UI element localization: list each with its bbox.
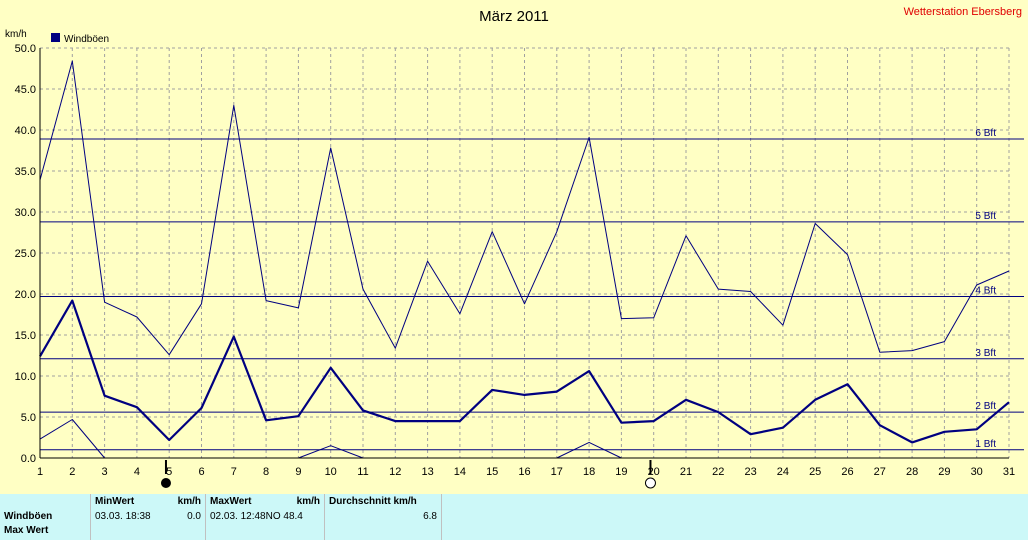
y-tick-label: 15.0 <box>15 330 36 342</box>
x-tick-label: 15 <box>486 466 498 478</box>
reference-label: 4 Bft <box>975 285 996 296</box>
chart-title: März 2011 <box>479 8 549 25</box>
max-header: MaxWert <box>210 496 252 508</box>
grid <box>39 47 1010 459</box>
legend-label: Windböen <box>64 34 109 45</box>
avg-value: 6.8 <box>324 509 442 525</box>
y-tick-label: 45.0 <box>15 84 36 96</box>
max-unit-header: km/h <box>296 496 320 508</box>
x-tick-label: 11 <box>357 466 368 478</box>
wind-chart: März 2011 km/h Windböen 1 Bft 2 Bft 3 Bft 4… <box>5 8 1024 489</box>
x-tick-label: 21 <box>680 466 692 478</box>
legend-swatch <box>51 33 60 42</box>
stats-header-row: MinWert km/h MaxWert km/h Durchschnitt km/… <box>0 494 442 510</box>
x-tick-label: 2 <box>69 466 75 478</box>
stats-header-max: MaxWert km/h <box>205 494 325 510</box>
x-tick-label: 17 <box>551 466 563 478</box>
series-line-max <box>39 60 1010 356</box>
min-time: 03.03. 18:38 <box>95 511 151 523</box>
series-line-min <box>298 445 364 459</box>
x-tick-label: 28 <box>906 466 918 478</box>
x-tick-label: 20 <box>648 466 660 478</box>
y-tick-label: 35.0 <box>15 166 36 178</box>
max-value: 48.4 <box>283 511 303 523</box>
beaufort-reference-lines: 1 Bft 2 Bft 3 Bft 4 Bft 5 Bft 6 Bft <box>40 128 1024 451</box>
stats-row: Windböen 03.03. 18:38 0.0 02.03. 12:48NO … <box>0 509 442 525</box>
stats-header-avg: Durchschnitt km/h <box>324 494 442 510</box>
series-lines <box>39 60 1010 459</box>
x-tick-label: 9 <box>295 466 301 478</box>
x-tick-label: 31 <box>1003 466 1015 478</box>
x-tick-label: 26 <box>841 466 853 478</box>
stats-row-label: Windböen <box>0 509 91 525</box>
x-tick-label: 24 <box>777 466 789 478</box>
x-tick-label: 25 <box>809 466 821 478</box>
x-tick-label: 6 <box>198 466 204 478</box>
stats-row: Max Wert <box>0 524 442 540</box>
x-tick-label: 1 <box>37 466 43 478</box>
x-tick-label: 7 <box>231 466 237 478</box>
x-tick-label: 30 <box>971 466 983 478</box>
x-tick-label: 19 <box>615 466 627 478</box>
avg-value <box>324 524 442 540</box>
new-moon-icon <box>160 478 171 488</box>
x-tick-label: 4 <box>134 466 140 478</box>
stats-header-min: MinWert km/h <box>90 494 206 510</box>
reference-label: 3 Bft <box>975 348 996 359</box>
x-tick-label: 3 <box>102 466 108 478</box>
reference-label: 5 Bft <box>975 211 996 222</box>
min-unit-header: km/h <box>177 496 201 508</box>
reference-label: 1 Bft <box>975 439 996 450</box>
x-tick-label: 23 <box>744 466 756 478</box>
y-tick-label: 5.0 <box>21 412 36 424</box>
x-tick-label: 8 <box>263 466 269 478</box>
stats-header-blank <box>0 494 91 510</box>
reference-label: 2 Bft <box>975 401 996 412</box>
series-line-mean <box>39 299 1010 444</box>
y-tick-label: 25.0 <box>15 248 36 260</box>
x-tick-label: 22 <box>712 466 724 478</box>
min-header: MinWert <box>95 496 135 508</box>
y-tick-label: 40.0 <box>15 125 36 137</box>
stats-table: MinWert km/h MaxWert km/h Durchschnitt km/… <box>0 494 442 540</box>
stats-panel: MinWert km/h MaxWert km/h Durchschnitt km/… <box>0 494 1028 540</box>
y-tick-label: 20.0 <box>15 289 36 301</box>
y-tick-label: 10.0 <box>15 371 36 383</box>
x-tick-label: 27 <box>874 466 886 478</box>
stats-min-cell <box>90 524 206 540</box>
x-tick-label: 18 <box>583 466 595 478</box>
y-tick-label: 30.0 <box>15 207 36 219</box>
stats-row-label: Max Wert <box>0 524 91 540</box>
y-tick-label: 0.0 <box>21 453 36 465</box>
series-line-min <box>556 441 622 459</box>
x-tick-label: 16 <box>518 466 530 478</box>
stats-min-cell: 03.03. 18:38 0.0 <box>90 509 206 525</box>
x-tick-label: 5 <box>166 466 172 478</box>
x-tick-label: 10 <box>325 466 337 478</box>
y-axis-label: km/h <box>5 29 27 40</box>
min-value: 0.0 <box>187 511 201 523</box>
max-time: 02.03. 12:48 <box>210 511 266 523</box>
x-tick-label: 13 <box>421 466 433 478</box>
station-name: Wetterstation Ebersberg <box>903 6 1022 18</box>
x-tick-label: 12 <box>389 466 401 478</box>
y-tick-label: 50.0 <box>15 43 36 55</box>
stats-max-cell: 02.03. 12:48NO 48.4 <box>205 509 325 525</box>
stats-max-cell <box>205 524 325 540</box>
reference-label: 6 Bft <box>975 128 996 139</box>
axes: 0.0 5.0 10.0 15.0 20.0 25.0 30.0 35.0 40.0 45.0 50… <box>15 43 1015 489</box>
x-tick-label: 29 <box>938 466 950 478</box>
series-line-min <box>39 419 105 459</box>
full-moon-icon <box>644 477 656 489</box>
x-tick-label: 14 <box>454 466 466 478</box>
max-dir: NO <box>265 511 281 523</box>
